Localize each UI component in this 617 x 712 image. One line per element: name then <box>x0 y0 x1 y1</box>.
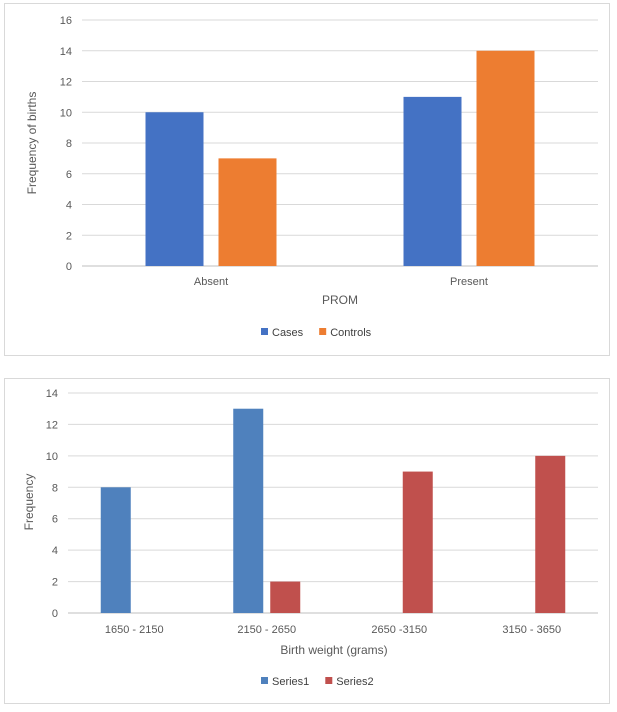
prom-chart-panel: 0 2 4 6 8 10 12 14 16 Absent Present PROM Frequen… <box>4 3 610 356</box>
y-tick-label: 12 <box>46 419 58 431</box>
bar-series2-2150-2650 <box>270 581 301 613</box>
grid-lines <box>68 392 598 614</box>
y-tick-label: 4 <box>66 200 72 212</box>
bar-series2-3150-3650 <box>535 455 566 613</box>
bar-controls-present <box>476 50 535 266</box>
birth-weight-chart-panel: 0 2 4 6 8 10 12 14 1650 - 2150 2150 - 2650 2650 -… <box>4 378 610 704</box>
y-tick-label: 2 <box>52 577 58 589</box>
x-tick-label: Absent <box>194 276 228 288</box>
x-axis-title: Birth weight (grams) <box>280 643 387 657</box>
y-axis-title: Frequency of births <box>25 92 39 195</box>
legend-label-series1: Series1 <box>272 676 309 688</box>
legend: Cases Controls <box>261 327 372 339</box>
y-tick-label: 0 <box>66 261 72 273</box>
y-tick-label: 8 <box>52 482 58 494</box>
y-tick-label: 2 <box>66 230 72 242</box>
legend-swatch-series1 <box>261 677 268 684</box>
x-tick-label: 3150 - 3650 <box>502 624 561 636</box>
y-tick-label: 8 <box>66 138 72 150</box>
legend-label-controls: Controls <box>330 327 371 339</box>
birth-weight-chart: 0 2 4 6 8 10 12 14 1650 - 2150 2150 - 2650 2650 -… <box>22 388 598 688</box>
legend: Series1 Series2 <box>261 676 374 688</box>
bars <box>145 50 535 266</box>
bar-series1-1650-2150 <box>100 487 131 613</box>
legend-swatch-series2 <box>325 677 333 684</box>
bar-cases-present <box>403 96 462 266</box>
x-tick-label: 1650 - 2150 <box>105 624 164 636</box>
x-tick-label: Present <box>450 276 488 288</box>
y-tick-label: 16 <box>60 15 72 27</box>
bar-series1-2150-2650 <box>233 408 264 613</box>
y-tick-label: 10 <box>60 107 72 119</box>
y-tick-label: 4 <box>52 545 58 557</box>
x-tick-labels: Absent Present <box>194 276 488 288</box>
y-tick-label: 6 <box>66 169 72 181</box>
y-tick-labels: 0 2 4 6 8 10 12 14 16 <box>60 15 72 273</box>
y-tick-label: 12 <box>60 77 72 89</box>
legend-swatch-controls <box>319 328 327 335</box>
x-tick-label: 2650 -3150 <box>371 624 427 636</box>
bar-series2-2650-3150 <box>402 471 433 613</box>
y-tick-labels: 0 2 4 6 8 10 12 14 <box>46 388 58 620</box>
legend-label-cases: Cases <box>272 327 304 339</box>
bar-controls-absent <box>218 158 277 266</box>
y-tick-label: 0 <box>52 608 58 620</box>
bar-cases-absent <box>145 112 204 266</box>
legend-swatch-cases <box>261 328 268 335</box>
y-tick-label: 14 <box>46 388 58 400</box>
x-axis-title: PROM <box>322 293 358 307</box>
bars <box>100 408 566 613</box>
y-tick-label: 6 <box>52 514 58 526</box>
x-tick-labels: 1650 - 2150 2150 - 2650 2650 -3150 3150 - 3… <box>105 624 561 636</box>
x-tick-label: 2150 - 2650 <box>237 624 296 636</box>
legend-label-series2: Series2 <box>336 676 373 688</box>
y-axis-title: Frequency <box>22 474 36 531</box>
y-tick-label: 10 <box>46 451 58 463</box>
prom-chart: 0 2 4 6 8 10 12 14 16 Absent Present PROM Frequen… <box>25 15 598 339</box>
y-tick-label: 14 <box>60 46 72 58</box>
